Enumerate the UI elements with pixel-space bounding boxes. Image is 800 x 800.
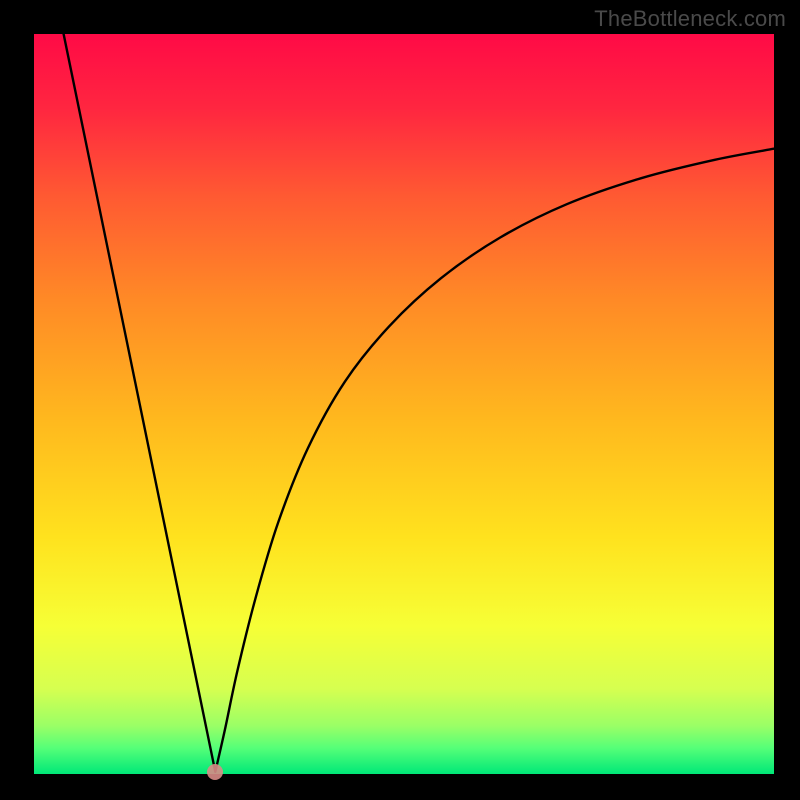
curve-layer — [34, 34, 774, 774]
watermark-text: TheBottleneck.com — [594, 6, 786, 32]
bottleneck-curve — [64, 34, 774, 772]
chart-container: { "watermark": { "text": "TheBottleneck.… — [0, 0, 800, 800]
plot-area — [34, 34, 774, 774]
optimum-marker — [207, 764, 223, 780]
